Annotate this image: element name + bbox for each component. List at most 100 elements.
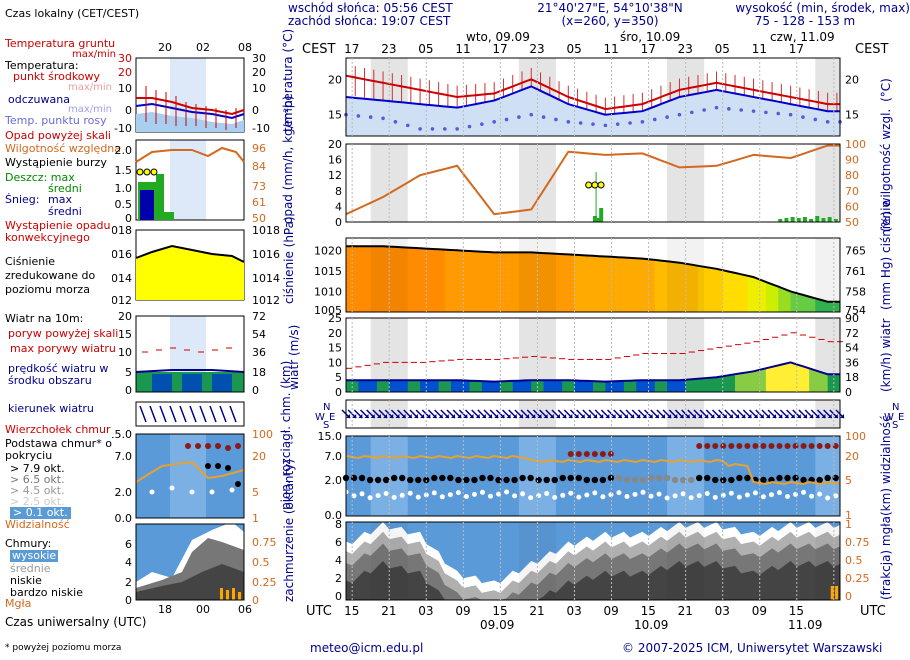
wind-col-42 [605,381,613,392]
cloud-low-dot [809,493,815,499]
cloud-rtick-2: 5 [845,474,852,487]
dew-point [628,121,632,125]
press-col-15 [438,249,446,312]
wind-line [346,361,840,383]
cloud-low-dot [528,495,534,501]
svg-text:-10: -10 [114,122,132,135]
cloud-top-dot [768,443,775,449]
hour-bottom-8: 15 [640,604,656,618]
dew-point [517,115,521,119]
wind-arrowhead-13 [426,414,431,418]
wind-arrowhead-57 [697,414,702,418]
wind-col-63 [735,373,742,392]
temp-ltick-1: 15 [328,109,342,122]
legend-temp-title: Temperatura: [5,59,79,72]
precip-night-3 [815,144,840,222]
press-col-67 [759,280,767,312]
cloud-base-dot [720,476,727,484]
svg-text:0: 0 [125,594,132,607]
cloud-low-dot [728,490,734,496]
dir-W-left: W [315,412,325,423]
press-col-13 [426,248,433,312]
wind-col-49 [648,380,656,392]
press-col-34 [555,253,563,312]
svg-text:100: 100 [252,428,273,441]
cloud-base-dot [607,474,615,482]
cloud-base-dot [760,476,767,484]
wind-col-0 [346,380,353,392]
svg-text:1012: 1012 [252,294,280,307]
cloud-top-dot [599,451,606,457]
press-ltick-1: 1015 [314,265,342,278]
press-rtick-1: 761 [845,265,866,278]
legend-storm: Wystąpienie burzy [5,156,107,169]
cover-ltick-2: 4 [335,554,342,567]
hour-top-10: 05 [714,42,730,56]
wind-arrowhead-35 [562,414,567,418]
cloud-low-dot [536,493,542,499]
cloud-base-dot [800,476,807,484]
legend-precip-over: Opad powyżej skali [5,129,111,142]
press-col-10 [407,247,415,312]
svg-text:1012: 1012 [112,294,132,307]
footnote: * powyżej poziomu morza [5,643,122,653]
press-col-3 [364,246,372,312]
press-col-29 [525,252,532,312]
press-col-7 [389,246,396,312]
temp-perceived-line [345,85,840,116]
dew-point [640,120,645,124]
cloud-base-dot [487,474,494,482]
wind-arrowhead-45 [623,414,628,418]
press-col-19 [463,250,470,312]
precip-rtick-0: 100 [845,138,866,151]
cloud-low-dot [512,493,518,499]
wind-arrowhead-3 [364,414,369,418]
dew-point [776,111,781,116]
legend-cover-vlow: bardzo niskie [10,586,83,599]
wind-arrowhead-61 [722,414,727,418]
wind-arrowhead-20 [469,414,474,418]
wind-col-11 [413,380,421,392]
wind-col-28 [518,380,526,392]
dir-S-right: S [892,420,898,431]
cloud-low-dot [407,490,413,496]
cloud-low-dot [431,490,437,496]
press-col-46 [630,258,637,312]
cloud-low-dot [375,493,381,499]
dir-frame [345,399,841,429]
cloud-low-dot [439,494,445,500]
cloud-frame [345,435,841,517]
dew-point [554,117,558,122]
dew-point [368,115,373,119]
cloud-top-dot [760,443,767,449]
dew-point [504,117,509,122]
footer-email[interactable]: meteo@icm.edu.pl [310,641,424,655]
hour-top-4: 17 [492,42,508,56]
rain-bar-8 [809,219,814,222]
press-col-58 [704,267,711,312]
wind-arrowhead-76 [815,414,820,418]
cloud-low-dot [568,490,574,496]
wind-col-4 [370,380,378,392]
fog-bar-1 [835,586,839,600]
cloud-base-dot [527,474,534,482]
cloud-low-dot [471,491,477,497]
cloud-base-dot [712,476,719,484]
zone-top-right: CEST [855,42,889,57]
hour-top-6: 05 [566,42,582,56]
cloud-low-dot [359,491,365,497]
svg-text:0.75: 0.75 [252,536,277,549]
legend-rain-avg: średni [48,182,82,195]
svg-text:10: 10 [252,82,266,95]
press-col-12 [420,248,427,312]
wind-arrowhead-55 [685,414,690,418]
wind-arrowhead-12 [420,414,425,418]
cloud-low-dot [479,489,485,495]
cloud-low-dot [768,492,774,498]
cloud-top-dot [776,443,783,449]
dew-point [727,107,731,111]
precip-ltick-4: 4 [335,200,342,213]
hour-bottom-1: 21 [381,604,397,618]
dew-point [480,122,484,126]
wind-col-62 [728,374,736,392]
